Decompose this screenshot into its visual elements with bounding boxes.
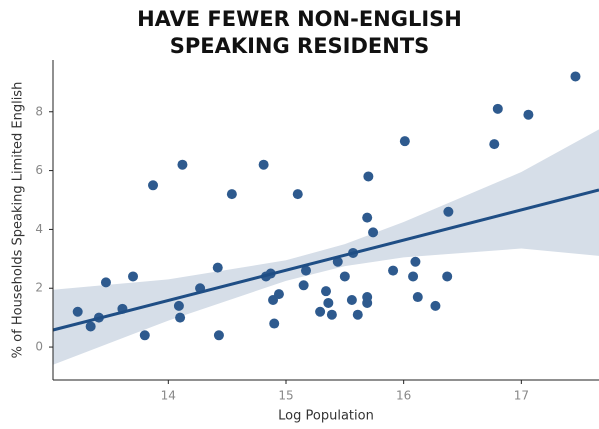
point	[442, 271, 453, 282]
point	[72, 306, 83, 317]
point	[363, 171, 374, 182]
point	[298, 280, 309, 291]
point	[300, 265, 311, 276]
point	[443, 206, 454, 217]
point	[346, 295, 357, 305]
point	[412, 292, 423, 303]
point	[399, 136, 410, 147]
x-tick-label: 17	[514, 389, 529, 403]
point	[323, 297, 334, 308]
point	[339, 271, 350, 282]
plot-area: 14 15 16 17 0 2 4 6 8	[35, 60, 599, 403]
chart-title: HAVE FEWER NON-ENGLISH SPEAKING RESIDENT…	[137, 7, 462, 58]
point	[85, 321, 96, 332]
point	[332, 256, 343, 267]
point	[175, 312, 186, 323]
regression-line	[52, 188, 599, 332]
point	[410, 256, 421, 267]
point	[128, 271, 139, 282]
point	[362, 212, 373, 223]
point	[258, 159, 269, 170]
point	[326, 309, 337, 320]
x-tick-label: 14	[161, 389, 176, 403]
point	[226, 189, 237, 200]
point	[352, 309, 363, 320]
point	[408, 271, 419, 282]
point	[269, 318, 280, 329]
point	[362, 292, 373, 303]
point	[100, 277, 111, 288]
y-tick-label: 2	[35, 281, 43, 295]
y-tick-label: 0	[35, 340, 43, 354]
x-tick-label: 16	[396, 389, 411, 403]
point	[523, 109, 534, 120]
y-axis-label: % of Households Speaking Limited English	[11, 82, 26, 359]
point	[173, 300, 184, 311]
point	[388, 265, 399, 276]
point	[139, 330, 150, 341]
y-tick-label: 8	[35, 104, 43, 118]
point	[273, 289, 284, 300]
y-tick-label: 4	[35, 222, 43, 236]
confidence-band	[53, 129, 599, 365]
point	[213, 330, 224, 341]
point	[292, 189, 303, 200]
point	[212, 262, 223, 273]
x-axis-label: Log Population	[278, 409, 374, 424]
point	[430, 300, 441, 311]
point	[368, 227, 379, 238]
point	[315, 306, 326, 317]
point	[492, 103, 503, 114]
point	[321, 286, 331, 297]
y-tick-label: 6	[35, 163, 43, 177]
point	[148, 180, 159, 191]
title-box: HAVE FEWER NON-ENGLISH SPEAKING RESIDENT…	[0, 6, 599, 60]
point	[570, 71, 581, 82]
point	[177, 159, 188, 170]
point	[489, 139, 500, 150]
x-tick-label: 15	[278, 389, 293, 403]
